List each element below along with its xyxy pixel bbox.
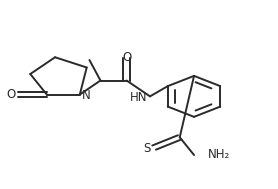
Text: N: N [82,89,91,101]
Text: HN: HN [130,91,148,104]
Text: S: S [143,142,151,155]
Text: O: O [6,88,16,101]
Text: NH₂: NH₂ [208,148,230,161]
Text: O: O [122,51,131,64]
